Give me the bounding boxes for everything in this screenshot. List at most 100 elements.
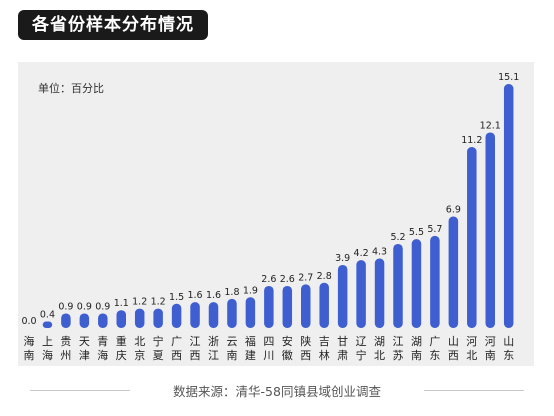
bar [430, 235, 440, 328]
footer-divider-right [424, 390, 524, 391]
category-label: 福 [245, 334, 256, 348]
chart-title: 各省份样本分布情况 [18, 10, 208, 40]
category-label: 广 [171, 335, 182, 348]
source-text: 数据来源：清华-58同镇县域创业调查 [165, 384, 389, 399]
bar [411, 239, 422, 328]
category-label: 海 [24, 334, 35, 348]
category-label: 青 [97, 335, 108, 348]
data-label: 0.4 [40, 310, 55, 321]
category-label: 山 [503, 335, 514, 348]
category-label: 甘 [337, 335, 348, 348]
bar [227, 298, 237, 328]
unit-label: 单位：百分比 [38, 82, 104, 95]
category-label: 安 [282, 334, 293, 348]
bar [245, 297, 256, 328]
category-label: 浙 [208, 335, 219, 348]
bar [356, 260, 366, 328]
data-label: 11.2 [461, 135, 482, 146]
data-label: 1.6 [206, 290, 221, 301]
bar [448, 216, 459, 328]
category-label: 南 [226, 349, 237, 362]
data-label: 1.1 [114, 298, 129, 309]
category-label: 辽 [356, 335, 367, 348]
data-label: 0.0 [21, 316, 36, 327]
category-label: 西 [448, 349, 459, 362]
category-label: 南 [24, 349, 35, 362]
category-label: 南 [485, 349, 496, 362]
source-note: 数据来源：清华-58同镇县域创业调查 [0, 381, 554, 400]
bar [42, 321, 53, 328]
data-label: 4.3 [372, 247, 387, 258]
category-label: 宁 [356, 348, 367, 362]
category-label: 京 [134, 348, 145, 362]
data-label: 6.9 [446, 205, 461, 216]
category-label: 北 [466, 349, 477, 362]
data-label: 2.6 [261, 274, 276, 285]
category-label: 东 [429, 349, 440, 362]
data-label: 0.9 [58, 301, 73, 312]
bar [337, 264, 348, 328]
data-label: 1.8 [224, 287, 239, 298]
bar [116, 310, 126, 328]
category-label: 江 [208, 349, 219, 362]
bar [282, 285, 293, 328]
category-label: 苏 [393, 349, 404, 362]
category-label: 河 [466, 335, 477, 348]
category-label: 西 [190, 349, 201, 362]
category-label: 重 [116, 334, 127, 348]
category-label: 湖 [374, 335, 385, 348]
category-label: 西 [300, 349, 311, 362]
category-label: 建 [245, 348, 256, 362]
data-label: 5.2 [390, 232, 405, 243]
data-label: 1.6 [187, 290, 202, 301]
category-label: 上 [42, 335, 53, 348]
data-label: 1.9 [243, 285, 258, 296]
category-label: 贵 [60, 335, 71, 348]
data-label: 1.2 [132, 297, 147, 308]
category-label: 四 [263, 335, 274, 348]
category-label: 夏 [153, 349, 164, 362]
bar [98, 313, 108, 328]
bar [301, 284, 311, 328]
bar [393, 243, 403, 328]
bar [503, 84, 514, 328]
category-label: 庆 [116, 348, 127, 362]
bar [171, 303, 182, 328]
footer-divider-left [30, 390, 130, 391]
category-label: 广 [429, 335, 440, 348]
data-label: 1.5 [169, 292, 184, 303]
category-label: 州 [60, 349, 71, 362]
bar [79, 313, 90, 328]
category-label: 江 [190, 335, 201, 348]
data-label: 3.9 [335, 253, 350, 264]
bar [153, 308, 163, 328]
category-label: 海 [42, 348, 53, 362]
category-label: 河 [485, 335, 496, 348]
data-label: 2.6 [280, 274, 295, 285]
category-label: 东 [503, 349, 514, 362]
category-label: 海 [97, 348, 108, 362]
category-label: 北 [374, 349, 385, 362]
category-label: 天 [79, 335, 90, 348]
data-label: 0.9 [95, 301, 110, 312]
category-label: 江 [393, 335, 404, 348]
data-label: 5.5 [409, 227, 424, 238]
data-label: 4.2 [354, 248, 369, 259]
category-label: 云 [226, 335, 237, 348]
bar [264, 285, 274, 328]
bar [374, 258, 385, 328]
category-label: 林 [319, 348, 330, 362]
category-label: 北 [134, 335, 145, 348]
category-label: 肃 [337, 349, 348, 362]
data-label: 15.1 [498, 72, 519, 83]
bar [319, 282, 329, 328]
category-label: 吉 [319, 335, 330, 348]
category-label: 湖 [411, 335, 422, 348]
data-label: 0.9 [77, 301, 92, 312]
category-label: 山 [448, 335, 459, 348]
bar [208, 302, 219, 328]
category-label: 徽 [282, 348, 293, 362]
category-label: 西 [171, 349, 182, 362]
data-label: 1.2 [151, 297, 166, 308]
